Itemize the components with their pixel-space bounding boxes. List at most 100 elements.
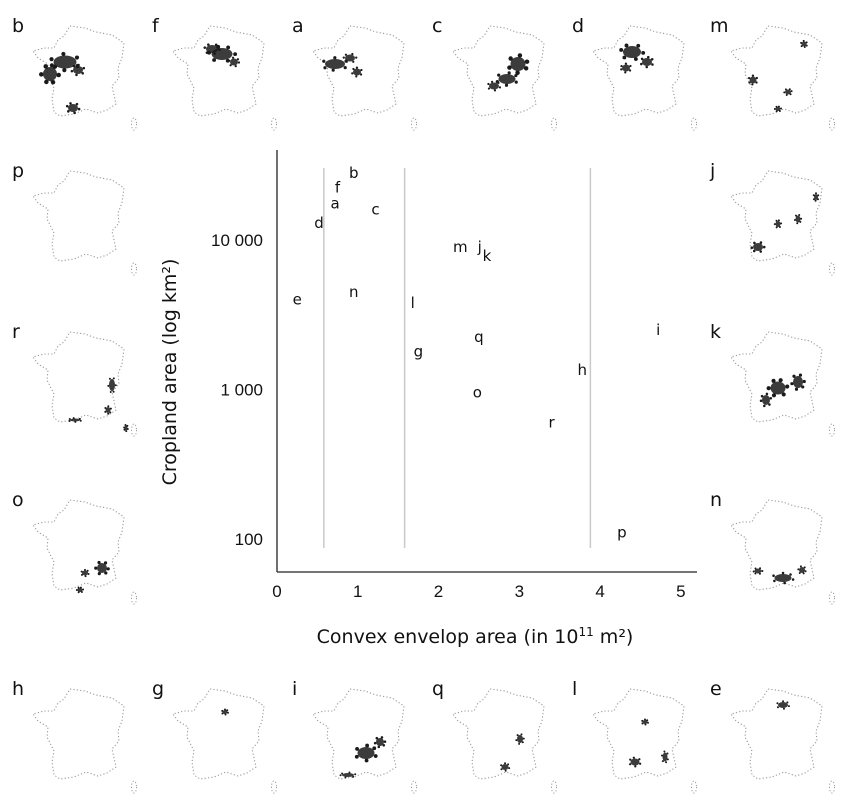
data-point-d: d [314, 214, 324, 232]
cropland-cluster [515, 733, 524, 744]
france-outline [593, 26, 684, 116]
cropland-cluster [760, 393, 772, 408]
data-point-a: a [331, 195, 340, 213]
x-tick-label: 4 [595, 582, 604, 601]
x-tick-label: 3 [515, 582, 524, 601]
map-panel-letter: j [709, 160, 715, 182]
cropland-cluster [641, 719, 649, 726]
france-outline [33, 500, 124, 590]
cropland-cluster [790, 374, 806, 391]
map-panel-letter: n [710, 489, 722, 511]
corsica-outline [830, 781, 835, 793]
france-map [453, 689, 557, 793]
data-point-i: i [656, 321, 660, 339]
france-map [33, 171, 137, 275]
map-panel-letter: g [152, 678, 164, 700]
map-panel-d: d [572, 15, 697, 130]
france-map [731, 689, 835, 793]
map-panel-l: l [572, 678, 697, 793]
corsica-outline [830, 263, 835, 275]
corsica-outline [830, 592, 835, 604]
y-tick-label: 100 [235, 530, 263, 549]
cropland-cluster [107, 377, 116, 393]
map-panel-letter: r [12, 321, 20, 343]
cropland-cluster [39, 64, 61, 84]
france-outline [313, 689, 404, 779]
corsica-outline [132, 424, 137, 436]
scatter-chart: 0 1 2 3 4 51001 00010 000Convex envelop area … [159, 150, 697, 648]
x-tick-label: 2 [434, 582, 443, 601]
cropland-cluster [661, 750, 669, 763]
data-point-f: f [335, 178, 341, 196]
data-point-o: o [473, 384, 482, 402]
france-map [173, 26, 277, 130]
france-map [173, 689, 277, 793]
cropland-cluster [620, 63, 631, 74]
cropland-cluster [772, 572, 794, 585]
cropland-cluster [104, 405, 112, 414]
france-map [313, 26, 417, 130]
cropland-cluster [813, 192, 819, 201]
map-panel-letter: q [432, 678, 444, 700]
map-panel-m: m [710, 15, 835, 130]
x-axis-label-tail: m²) [594, 626, 634, 648]
france-outline [173, 689, 264, 779]
x-axis-label-exponent: 11 [578, 625, 593, 639]
corsica-outline [132, 118, 137, 130]
map-panel-letter: k [710, 321, 721, 343]
map-panel-letter: o [12, 489, 24, 511]
cropland-cluster [355, 744, 378, 763]
france-map [593, 26, 697, 130]
map-panel-letter: m [710, 15, 729, 37]
cropland-cluster [94, 561, 110, 575]
cropland-cluster [81, 569, 90, 577]
data-point-k: k [483, 247, 492, 265]
cropland-cluster [500, 762, 510, 771]
map-panel-a: a [292, 15, 417, 130]
corsica-outline [830, 424, 835, 436]
corsica-outline [132, 781, 137, 793]
map-panel-k: k [710, 321, 835, 436]
map-panel-q: q [432, 678, 557, 793]
data-point-c: c [371, 200, 379, 218]
x-axis-label: Convex envelop area (in 1011 m²) [317, 625, 634, 648]
corsica-outline [132, 592, 137, 604]
map-panel-i: i [292, 678, 417, 793]
france-map [33, 500, 137, 604]
corsica-outline [552, 781, 557, 793]
corsica-outline [692, 781, 697, 793]
cropland-cluster [374, 736, 386, 748]
map-panel-letter: e [710, 678, 722, 700]
france-map [731, 500, 835, 604]
map-panel-b: b [12, 15, 137, 130]
data-point-r: r [549, 414, 556, 432]
cropland-cluster [629, 757, 641, 768]
cropland-cluster [774, 219, 782, 228]
x-tick-label: 1 [353, 582, 362, 601]
cropland-cluster [776, 700, 789, 709]
data-point-h: h [578, 361, 588, 379]
france-outline [453, 26, 544, 116]
data-point-m: m [453, 238, 468, 256]
france-outline [593, 689, 684, 779]
map-panel-letter: l [572, 678, 577, 700]
data-point-q: q [474, 328, 484, 346]
corsica-outline [552, 118, 557, 130]
france-outline [173, 26, 264, 116]
x-tick-label: 0 [272, 582, 281, 601]
map-panel-letter: b [12, 15, 24, 37]
corsica-outline [412, 781, 417, 793]
map-panel-h: h [12, 678, 137, 793]
france-map [33, 332, 137, 436]
y-axis-label: Cropland area (log km²) [159, 259, 181, 486]
map-panel-letter: a [292, 15, 304, 37]
y-tick-label: 10 000 [211, 231, 263, 250]
france-map [33, 26, 137, 130]
cropland-cluster [487, 81, 501, 92]
data-point-b: b [349, 164, 359, 182]
france-outline [731, 171, 822, 261]
map-panel-g: g [152, 678, 277, 793]
data-point-g: g [414, 342, 424, 360]
cropland-cluster [748, 75, 758, 86]
